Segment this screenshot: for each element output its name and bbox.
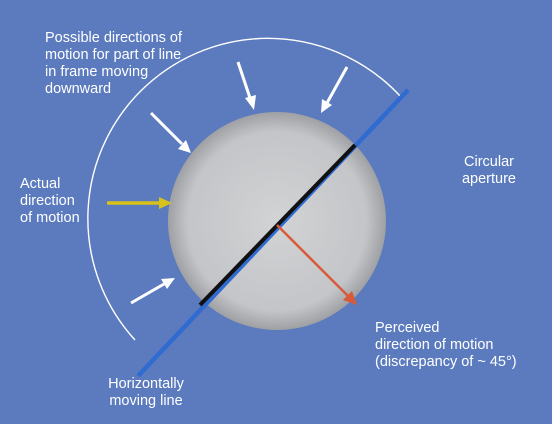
possible-direction-arrow — [321, 66, 349, 113]
possible-direction-arrow — [130, 278, 175, 305]
actual-direction-label: Actual direction of motion — [20, 176, 80, 226]
possible-direction-arrow — [149, 111, 191, 153]
possible-directions-arc — [87, 37, 402, 341]
possible-direction-arrow — [236, 61, 256, 110]
horizontally-moving-line — [136, 88, 410, 378]
perceived-direction-label: Perceived direction of motion (discrepan… — [375, 320, 517, 370]
possible-direction-arrows — [130, 61, 349, 305]
actual-direction-arrow — [107, 197, 172, 209]
circular-aperture-label: Circular aperture — [461, 154, 516, 187]
horizontally-moving-line-label: Horizontally moving line — [108, 376, 184, 409]
perceived-direction-arrow — [276, 224, 357, 305]
possible-directions-label: Possible directions of motion for part o… — [45, 30, 183, 97]
